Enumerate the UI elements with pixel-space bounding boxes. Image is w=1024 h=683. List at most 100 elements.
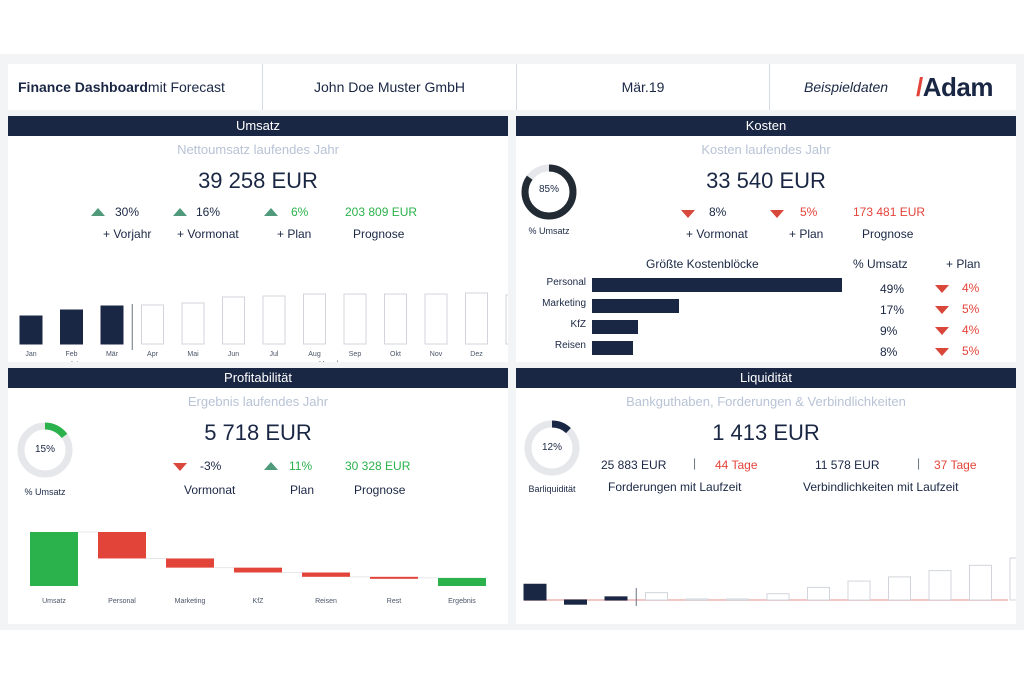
forecast-bar — [969, 564, 992, 601]
sample-label: Beispieldaten — [804, 79, 889, 95]
up-arrow-icon — [173, 208, 187, 216]
kosten-kpi-vormonat: 8% — [709, 205, 727, 219]
block-pct: 49% — [880, 282, 905, 296]
profit-label-vormonat: Vormonat — [184, 483, 236, 497]
waterfall-bar — [302, 572, 350, 577]
kosten-donut — [521, 164, 577, 220]
ist-bar — [604, 596, 628, 601]
forecast-bar — [505, 294, 508, 345]
umsatz-bar-chart: Jan Feb Mär Apr Mai Jun Jul Aug Sep Okt Nov Dez Ist V… — [19, 292, 508, 362]
forecast-bar — [807, 586, 830, 601]
umsatz-kpi-vormonat: 16% — [196, 205, 221, 219]
profit-donut — [17, 422, 73, 478]
forderungen-value: 25 883 EUR — [601, 458, 667, 472]
period-label: Mär.19 — [517, 64, 769, 110]
donut-fill — [17, 422, 73, 478]
liquid-bar-chart: JanFebMärAprMaiJunJulAugSepOktNovDezIstV… — [523, 557, 1016, 606]
block-plan: 4% — [962, 323, 980, 337]
kosten-subtitle: Kosten laufendes Jahr — [701, 142, 831, 157]
donut-fill — [524, 420, 580, 476]
profit-donut-label: % Umsatz — [24, 487, 66, 497]
ist-bar — [564, 599, 587, 605]
finance-dashboard: Finance Dashboard mit Forecast John Doe … — [0, 54, 1024, 630]
block-name: Marketing — [542, 298, 586, 309]
profit-waterfall-chart: Umsatz Personal Marketing KfZ Reisen Rest Erge… — [30, 531, 486, 605]
adam-logo: /Adam — [916, 72, 993, 103]
label-plan: + Plan — [277, 227, 312, 241]
separator: | — [693, 456, 697, 470]
forecast-bar — [645, 592, 668, 601]
down-arrow-icon — [681, 210, 695, 218]
waterfall-label: Rest — [387, 598, 401, 605]
umsatz-kpi-vorjahr: 30% — [115, 205, 140, 219]
down-arrow-icon — [770, 210, 784, 218]
blocks-title: Größte Kostenblöcke — [646, 257, 759, 271]
down-arrow-icon — [935, 348, 949, 356]
kosten-prognose: 173 481 EUR — [853, 205, 926, 219]
forecast-bar — [726, 598, 749, 601]
waterfall-bar — [438, 577, 486, 586]
umsatz-title: Umsatz — [8, 116, 508, 136]
forecast-bar — [424, 293, 448, 345]
forecast-bar — [685, 598, 709, 601]
separator: | — [917, 456, 921, 470]
forecast-bar — [262, 295, 286, 345]
profit-kpi-vormonat: -3% — [200, 459, 222, 473]
block-bar — [592, 341, 633, 355]
profit-title: Profitabilität — [8, 368, 508, 388]
month-label: Jan — [25, 351, 36, 358]
profit-panel: Profitabilität Ergebnis laufendes Jahr 5… — [8, 368, 508, 624]
waterfall-label: Reisen — [315, 598, 337, 605]
waterfall-label: Ergebnis — [448, 598, 476, 605]
block-bar — [592, 299, 679, 313]
forecast-bar — [181, 302, 205, 345]
forecast-bar — [766, 593, 790, 601]
umsatz-panel: Umsatz Nettoumsatz laufendes Jahr 39 258… — [8, 116, 508, 362]
profit-kpi-plan: 11% — [289, 459, 313, 473]
ist-bar — [19, 315, 43, 345]
down-arrow-icon — [935, 327, 949, 335]
ist-bar — [523, 583, 547, 601]
forderungen-days: 44 Tage — [715, 458, 758, 472]
block-name: Reisen — [554, 340, 586, 351]
ist-bar — [60, 309, 83, 345]
month-label: Okt — [390, 351, 401, 358]
block-bar — [592, 320, 638, 334]
block-pct: 17% — [880, 303, 905, 317]
blocks-col-umsatz: % Umsatz — [853, 257, 908, 271]
kosten-kpi-plan: 5% — [800, 205, 818, 219]
umsatz-kpi-plan: 6% — [291, 205, 309, 219]
month-label: Apr — [147, 351, 159, 358]
profit-subtitle: Ergebnis laufendes Jahr — [187, 394, 329, 409]
forecast-bar — [1009, 557, 1016, 601]
month-label: Nov — [430, 351, 443, 358]
kosten-donut-pct: 85% — [538, 184, 559, 195]
ist-label: Ist — [71, 361, 78, 362]
umsatz-subtitle: Nettoumsatz laufendes Jahr — [177, 142, 339, 157]
umsatz-prognose: 203 809 EUR — [345, 205, 418, 219]
title-rest: mit Forecast — [147, 79, 225, 95]
forecast-bar — [384, 293, 407, 345]
profit-label-prognose: Prognose — [354, 483, 406, 497]
waterfall-bar — [166, 558, 214, 568]
brand-cell: Beispieldaten /Adam — [770, 64, 1016, 110]
liquid-donut-label: Barliquidität — [528, 484, 576, 494]
kosten-label-vormonat: + Vormonat — [686, 227, 748, 241]
waterfall-label: Umsatz — [42, 598, 66, 605]
block-bar — [592, 278, 842, 292]
waterfall-label: Marketing — [175, 598, 206, 605]
up-arrow-icon — [91, 208, 105, 216]
up-arrow-icon — [264, 462, 278, 470]
block-name: Personal — [546, 277, 586, 288]
forecast-bar — [303, 293, 326, 345]
title-bold: Finance Dashboard — [18, 79, 148, 95]
liquid-subtitle: Bankguthaben, Forderungen & Verbindlichk… — [626, 394, 906, 409]
block-plan: 5% — [962, 302, 980, 316]
liquid-donut-pct: 12% — [541, 442, 562, 453]
forecast-bar — [141, 304, 164, 345]
block-plan: 4% — [962, 281, 980, 295]
waterfall-label: Personal — [108, 598, 136, 605]
down-arrow-icon — [935, 306, 949, 314]
verbind-value: 11 578 EUR — [815, 458, 880, 472]
waterfall-bar — [370, 576, 418, 579]
